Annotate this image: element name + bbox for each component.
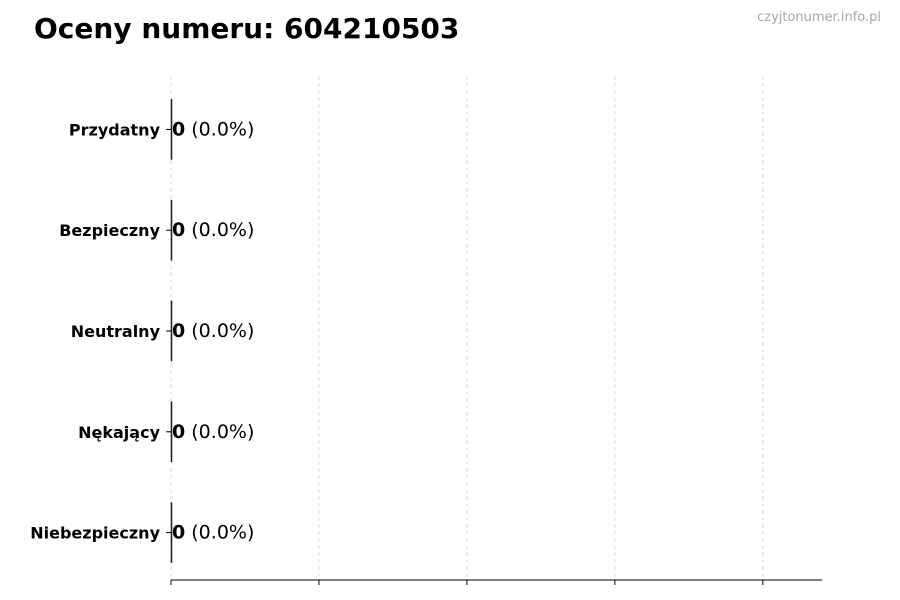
watermark: czyjtonumer.info.pl bbox=[757, 10, 881, 25]
y-tick-label: Nękający bbox=[78, 423, 160, 442]
data-label-count: 0 bbox=[172, 522, 185, 544]
data-label-count: 0 bbox=[172, 118, 185, 140]
chart-title: Oceny numeru: 604210503 bbox=[34, 12, 460, 45]
data-label-percent: (0.0%) bbox=[185, 421, 254, 443]
data-label: 0 (0.0%) bbox=[172, 421, 254, 443]
y-tick-label: Neutralny bbox=[71, 322, 161, 341]
data-label-percent: (0.0%) bbox=[185, 118, 254, 140]
data-label-count: 0 bbox=[172, 421, 185, 443]
data-label: 0 (0.0%) bbox=[172, 522, 254, 544]
y-tick-label: Niebezpieczny bbox=[30, 524, 160, 543]
data-label-percent: (0.0%) bbox=[185, 320, 254, 342]
data-label: 0 (0.0%) bbox=[172, 118, 254, 140]
y-tick-label: Przydatny bbox=[69, 120, 161, 139]
data-label-count: 0 bbox=[172, 219, 185, 241]
y-tick-label: Bezpieczny bbox=[59, 221, 160, 240]
data-label-percent: (0.0%) bbox=[185, 219, 254, 241]
data-label-count: 0 bbox=[172, 320, 185, 342]
data-label: 0 (0.0%) bbox=[172, 219, 254, 241]
data-label-percent: (0.0%) bbox=[185, 522, 254, 544]
data-label: 0 (0.0%) bbox=[172, 320, 254, 342]
